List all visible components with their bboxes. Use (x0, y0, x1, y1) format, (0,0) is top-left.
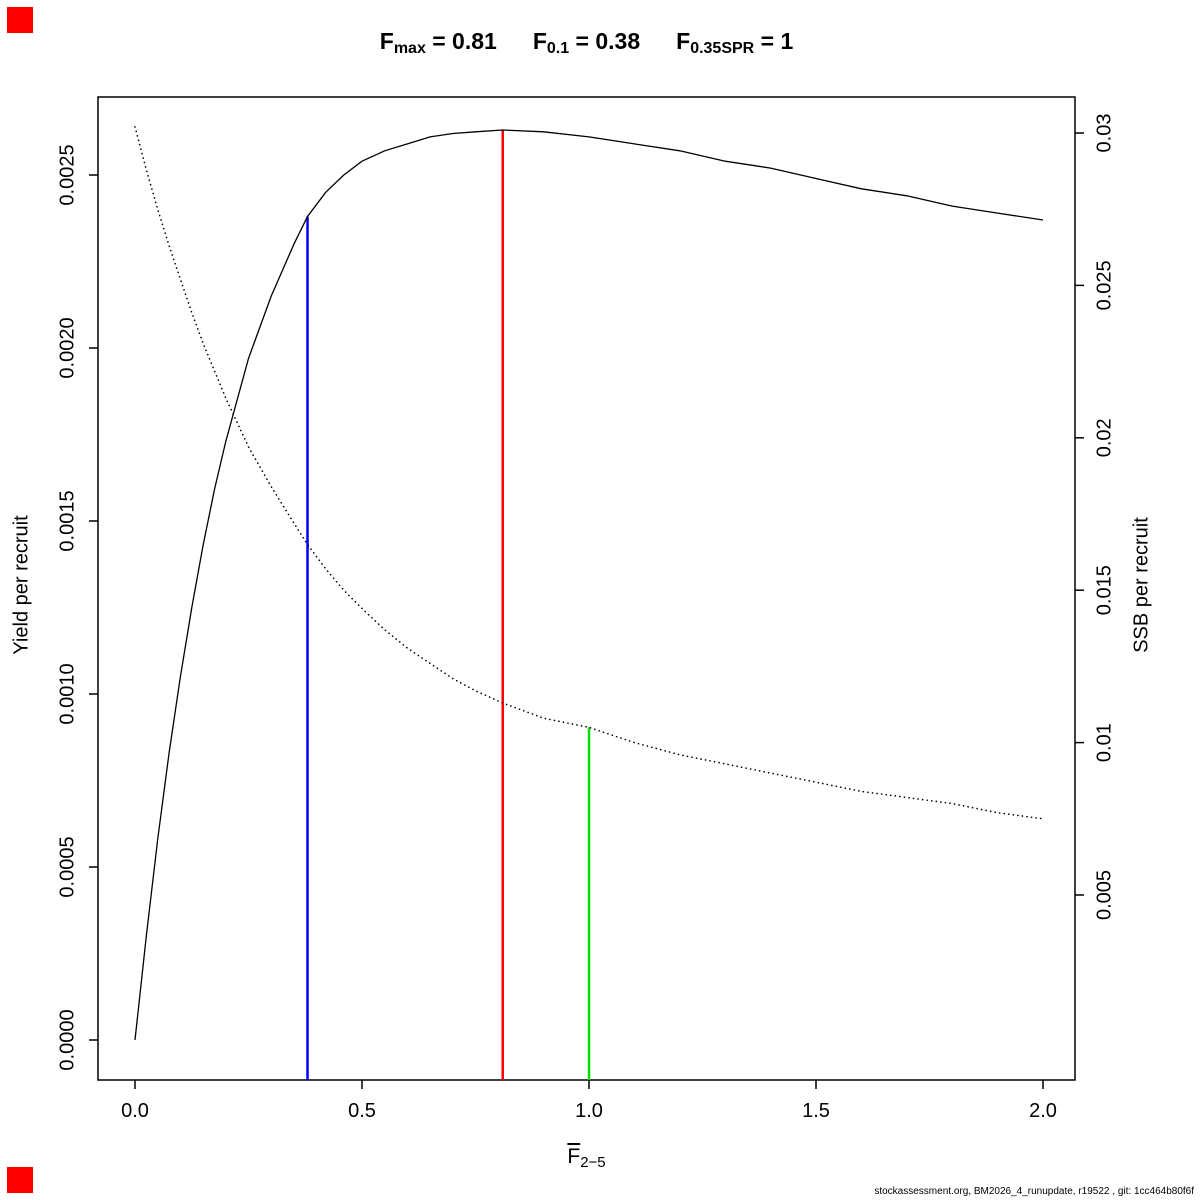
chart-title: Fmax = 0.81 F0.1 = 0.38 F0.35SPR = 1 (98, 28, 1075, 58)
y-right-tick-label: 0.02 (1093, 418, 1115, 457)
x-axis-label: F2−5 (98, 1145, 1075, 1171)
corner-marker-bottom-left (7, 1167, 33, 1193)
y-right-tick-label: 0.03 (1093, 114, 1115, 153)
y-axis-label-left: Yield per recruit (10, 515, 33, 655)
x-tick-label: 1.0 (575, 1100, 603, 1122)
corner-marker-top-left (7, 7, 33, 33)
y-axis-label-right: SSB per recruit (1130, 517, 1153, 653)
title-f01: F0.1 = 0.38 (532, 28, 641, 57)
y-right-tick-label: 0.01 (1093, 723, 1115, 762)
y-left-tick-label: 0.0015 (56, 490, 78, 551)
series-ssb (134, 126, 1044, 820)
title-f35spr: F0.35SPR = 1 (676, 28, 794, 57)
x-axis-label-base: F (567, 1145, 581, 1168)
x-tick-label: 0.5 (348, 1100, 376, 1122)
x-tick-label: 2.0 (1029, 1100, 1057, 1122)
x-tick-label: 1.5 (802, 1100, 830, 1122)
y-right-tick-label: 0.005 (1093, 870, 1115, 920)
footer-text: stockassessment.org, BM2026_4_runupdate,… (874, 1186, 1194, 1197)
y-left-tick-label: 0.0010 (56, 663, 78, 724)
series-yield (134, 129, 1044, 1041)
plot-box (97, 96, 1076, 1081)
x-tick-label: 0.0 (121, 1100, 149, 1122)
y-right-tick-label: 0.025 (1093, 260, 1115, 310)
x-axis-label-sub: 2−5 (580, 1154, 606, 1171)
y-right-tick-label: 0.015 (1093, 565, 1115, 615)
y-left-tick-label: 0.0020 (56, 317, 78, 378)
y-left-tick-label: 0.0005 (56, 836, 78, 897)
y-left-tick-label: 0.0000 (56, 1009, 78, 1070)
y-left-tick-label: 0.0025 (56, 144, 78, 205)
title-fmax: Fmax = 0.81 (379, 28, 497, 57)
